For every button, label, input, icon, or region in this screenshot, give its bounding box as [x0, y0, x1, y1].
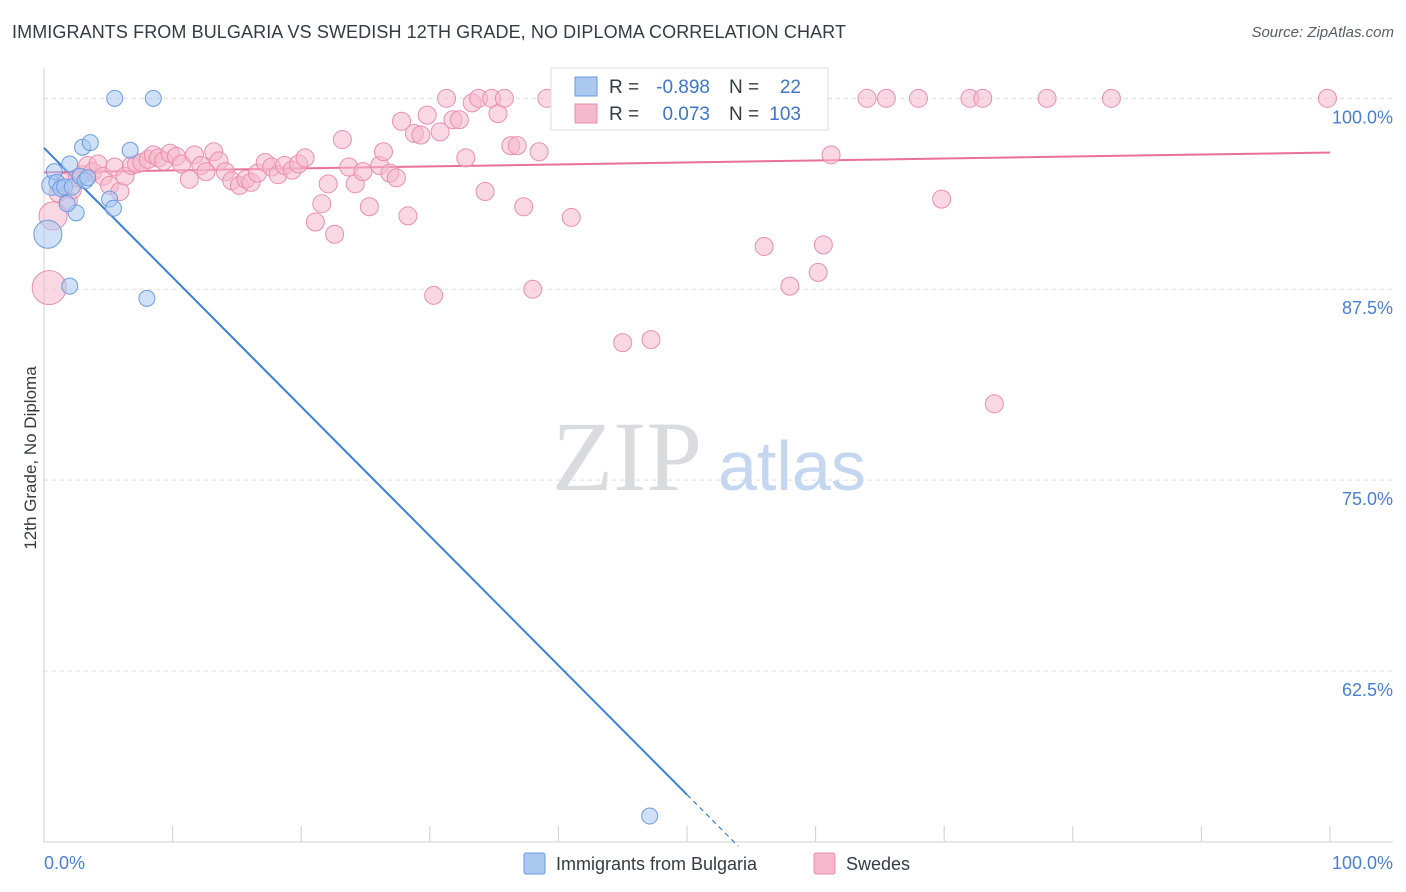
swedes-point — [813, 235, 833, 255]
stats-r-value-2: 0.073 — [662, 104, 710, 125]
legend-swatch-bulgaria — [523, 852, 546, 875]
stats-swatch-pink — [574, 103, 598, 124]
swedes-point — [386, 168, 406, 188]
swedes-point — [332, 130, 352, 150]
swedes-point — [1101, 88, 1121, 108]
bulgaria-point — [121, 141, 139, 159]
bulgaria-point — [104, 199, 122, 217]
swedes-point — [437, 88, 457, 108]
swedes-point — [780, 276, 800, 296]
bulgaria-points — [33, 89, 659, 825]
swedes-point — [374, 142, 394, 162]
swedes-point — [1037, 88, 1057, 108]
swedes-point — [641, 330, 661, 350]
stats-r-label-1: R = — [609, 77, 639, 98]
swedes-point — [1317, 88, 1337, 108]
swedes-point — [172, 154, 192, 174]
swedes-point — [973, 88, 993, 108]
stats-r-value-1: -0.898 — [656, 77, 710, 98]
bulgaria-point — [61, 155, 79, 173]
swedes-point — [179, 169, 199, 189]
bulgaria-trend-line — [43, 147, 688, 796]
axes — [43, 68, 1393, 843]
bulgaria-point — [61, 277, 79, 295]
bulgaria-point — [138, 289, 156, 307]
swedes-point — [430, 122, 450, 142]
swedes-point — [312, 194, 332, 214]
watermark-zip: ZIP — [552, 401, 702, 512]
source-credit: Source: ZipAtlas.com — [1251, 24, 1394, 41]
legend-swatch-swedes — [813, 852, 836, 875]
stats-n-value-2: 103 — [769, 104, 801, 125]
chart-title: IMMIGRANTS FROM BULGARIA VS SWEDISH 12TH… — [12, 22, 847, 42]
swedes-point — [561, 207, 581, 227]
stats-n-label-2: N = — [729, 104, 759, 125]
watermark: ZIP atlas — [552, 401, 866, 512]
y-tick-label: 87.5% — [1342, 298, 1393, 318]
swedes-point — [392, 111, 412, 131]
stats-n-value-1: 22 — [780, 77, 801, 98]
swedes-point — [908, 88, 928, 108]
swedes-point — [754, 236, 774, 256]
stats-swatch-blue — [574, 76, 598, 97]
swedes-point — [507, 136, 527, 156]
y-tick-labels: 62.5% 75.0% 87.5% 100.0% — [1332, 107, 1393, 700]
bulgaria-point — [641, 807, 659, 825]
y-tick-label: 75.0% — [1342, 489, 1393, 509]
swedes-points — [31, 88, 1337, 414]
swedes-point — [857, 88, 877, 108]
watermark-atlas: atlas — [718, 427, 866, 505]
x-tick-label-max: 100.0% — [1332, 853, 1393, 873]
swedes-point — [417, 105, 437, 125]
swedes-point — [808, 262, 828, 282]
swedes-point — [456, 148, 476, 168]
swedes-point — [529, 142, 549, 162]
swedes-point — [424, 285, 444, 305]
swedes-point — [353, 162, 373, 182]
swedes-point — [821, 145, 841, 165]
swedes-point — [514, 197, 534, 217]
stats-r-label-2: R = — [609, 104, 639, 125]
bulgaria-point — [106, 89, 124, 107]
stats-n-label-1: N = — [729, 77, 759, 98]
swedes-point — [449, 110, 469, 130]
y-axis-title: 12th Grade, No Diploma — [21, 366, 40, 550]
swedes-point — [613, 333, 633, 353]
stats-box: R = -0.898 N = 22 R = 0.073 N = 103 — [550, 67, 829, 131]
legend-label-swedes: Swedes — [846, 854, 910, 874]
bulgaria-point — [58, 195, 76, 213]
legend-label-bulgaria: Immigrants from Bulgaria — [556, 854, 758, 874]
bulgaria-trend-extension — [686, 794, 739, 847]
legend: Immigrants from Bulgaria Swedes — [523, 852, 910, 875]
swedes-point — [325, 224, 345, 244]
swedes-point — [932, 189, 952, 209]
swedes-point — [523, 279, 543, 299]
swedes-trend-line — [43, 151, 1331, 174]
swedes-point — [494, 88, 514, 108]
swedes-point — [318, 174, 338, 194]
y-tick-label: 100.0% — [1332, 107, 1393, 127]
swedes-point — [196, 162, 216, 182]
swedes-point — [984, 394, 1004, 414]
bulgaria-point — [81, 134, 99, 152]
swedes-point — [876, 88, 896, 108]
swedes-point — [359, 197, 379, 217]
x-tick-label-min: 0.0% — [44, 853, 85, 873]
swedes-point — [398, 206, 418, 226]
swedes-point — [305, 212, 325, 232]
bulgaria-point — [144, 89, 162, 107]
bulgaria-point — [79, 169, 97, 187]
swedes-point — [31, 270, 67, 306]
swedes-point — [475, 181, 495, 201]
bulgaria-point — [33, 219, 63, 249]
y-tick-label: 62.5% — [1342, 680, 1393, 700]
swedes-point — [411, 125, 431, 145]
swedes-point — [295, 148, 315, 168]
